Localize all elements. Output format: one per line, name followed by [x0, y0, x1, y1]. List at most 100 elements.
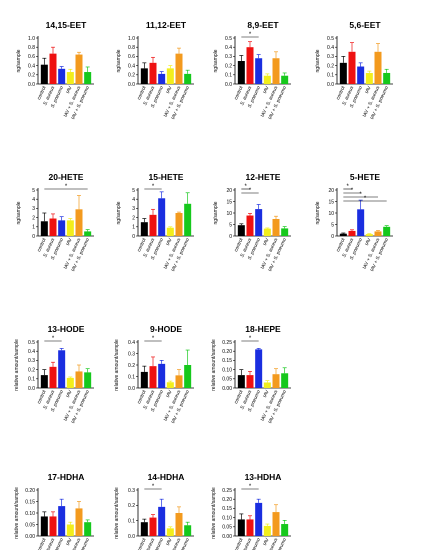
y-tick-label: 0.0	[28, 82, 35, 88]
y-tick-label: 0.6	[28, 54, 35, 60]
x-tick-label: control	[335, 237, 347, 253]
y-axis-label: relative amount/sample	[14, 487, 20, 539]
panel-13-hode: 13-HODE 0.0 0.1 0.2 0.3 0.4 0.5 relative amount…	[14, 324, 94, 425]
significance-star: *	[152, 184, 155, 190]
y-tick-label: 0.8	[28, 45, 35, 51]
y-tick-label: 0.2	[225, 63, 232, 69]
panel-title: 18-HEPE	[245, 324, 281, 334]
y-tick-label: 5	[132, 188, 135, 194]
x-tick-label: control	[335, 85, 347, 101]
bar-iav-s-aureus	[175, 513, 183, 536]
x-tick-label: IAV	[65, 389, 74, 399]
panel-title: 5,6-EET	[349, 20, 381, 30]
y-tick-label: 1	[132, 225, 135, 231]
bar-s-aureus	[246, 47, 254, 84]
y-tick-label: 0.4	[225, 45, 232, 51]
x-tick-label: control	[136, 389, 148, 405]
y-tick-label: 0.5	[28, 340, 35, 346]
bar-s-aureus	[149, 62, 157, 84]
y-tick-label: 0.20	[222, 349, 232, 355]
y-tick-label: 0.10	[222, 367, 232, 373]
y-tick-label: 0.3	[225, 54, 232, 60]
y-tick-label: 0.25	[222, 488, 232, 494]
bar-s-pneumo	[255, 209, 263, 236]
bar-s-aureus	[246, 375, 254, 388]
y-tick-label: 0.00	[222, 386, 232, 392]
bar-s-aureus	[348, 51, 356, 84]
bar-control	[339, 233, 347, 236]
bar-iav	[263, 75, 271, 84]
panel-14-15-eet: 14,15-EET 0.0 0.2 0.4 0.6 0.8 1.0 ng/sample cont…	[16, 20, 94, 121]
panel-title: 17-HDHA	[48, 472, 85, 482]
bar-s-pneumo	[58, 220, 66, 236]
panel-title: 13-HODE	[48, 324, 85, 334]
y-tick-label: 5	[331, 222, 334, 228]
bar-iav-s-pneumo	[184, 525, 192, 536]
bar-iav-s-aureus	[75, 508, 83, 536]
y-tick-label: 0.10	[222, 515, 232, 521]
y-tick-label: 0.4	[28, 349, 35, 355]
panel-title: 15-HETE	[149, 172, 184, 182]
bar-s-aureus	[49, 53, 57, 84]
bar-control	[40, 375, 48, 388]
bar-iav	[66, 377, 74, 388]
y-tick-label: 0.0	[327, 82, 334, 88]
y-tick-label: 15	[328, 199, 334, 205]
bar-iav-s-pneumo	[84, 231, 92, 236]
panel-14-hdha: 14-HDHA 0.0 0.1 0.2 0.3 relative amount/sampl…	[114, 472, 194, 550]
bar-s-pneumo	[158, 363, 166, 388]
bar-control	[339, 62, 347, 84]
bar-iav	[66, 72, 74, 84]
y-tick-label: 0.00	[222, 534, 232, 540]
bar-control	[237, 61, 245, 84]
y-tick-label: 3	[32, 206, 35, 212]
y-tick-label: 0.15	[25, 499, 35, 505]
y-tick-label: 0.4	[327, 45, 334, 51]
y-axis-label: ng/sample	[16, 49, 22, 72]
bar-iav-s-pneumo	[383, 226, 391, 236]
y-tick-label: 0.0	[128, 534, 135, 540]
bar-iav-s-aureus	[272, 512, 280, 536]
significance-star: *	[152, 336, 155, 342]
y-tick-label: 0	[32, 234, 35, 240]
bar-iav-s-pneumo	[281, 75, 289, 84]
x-tick-label: IAV	[262, 237, 271, 247]
y-tick-label: 0.05	[25, 522, 35, 528]
x-tick-label: control	[136, 237, 148, 253]
panel-title: 14-HDHA	[148, 472, 185, 482]
bar-control	[237, 375, 245, 388]
bar-iav-s-aureus	[272, 58, 280, 84]
bar-iav	[263, 228, 271, 236]
x-tick-label: control	[36, 237, 48, 253]
panel-5-6-eet: 5,6-EET 0.0 0.1 0.2 0.3 0.4 0.5 ng/sample contro…	[315, 20, 393, 121]
bar-iav	[263, 525, 271, 536]
bar-s-pneumo	[158, 198, 166, 236]
y-tick-label: 10	[328, 211, 334, 217]
y-tick-label: 0.10	[25, 511, 35, 517]
significance-star: *	[65, 184, 68, 190]
y-tick-label: 0.2	[128, 73, 135, 79]
y-axis-label: ng/sample	[16, 201, 22, 224]
y-tick-label: 0.4	[128, 340, 135, 346]
bar-iav-s-pneumo	[184, 73, 192, 84]
bar-s-pneumo	[58, 350, 66, 388]
x-tick-label: IAV	[65, 85, 74, 95]
bar-iav-s-aureus	[75, 54, 83, 84]
y-tick-label: 1.0	[28, 36, 35, 42]
y-tick-label: 0.2	[28, 73, 35, 79]
bar-iav-s-pneumo	[84, 372, 92, 388]
bar-iav-s-aureus	[374, 231, 382, 236]
bar-iav	[365, 234, 373, 236]
y-tick-label: 0.2	[128, 503, 135, 509]
y-tick-label: 0.3	[327, 54, 334, 60]
bar-s-pneumo	[158, 506, 166, 536]
bar-s-pneumo	[158, 73, 166, 84]
significance-star: *	[249, 32, 252, 38]
panel-11-12-eet: 11,12-EET 0.0 0.2 0.4 0.6 0.8 1.0 ng/sample cont…	[116, 20, 194, 121]
y-tick-label: 0.4	[128, 63, 135, 69]
x-tick-label: control	[36, 389, 48, 405]
bar-s-pneumo	[255, 349, 263, 388]
y-tick-label: 0.1	[225, 73, 232, 79]
